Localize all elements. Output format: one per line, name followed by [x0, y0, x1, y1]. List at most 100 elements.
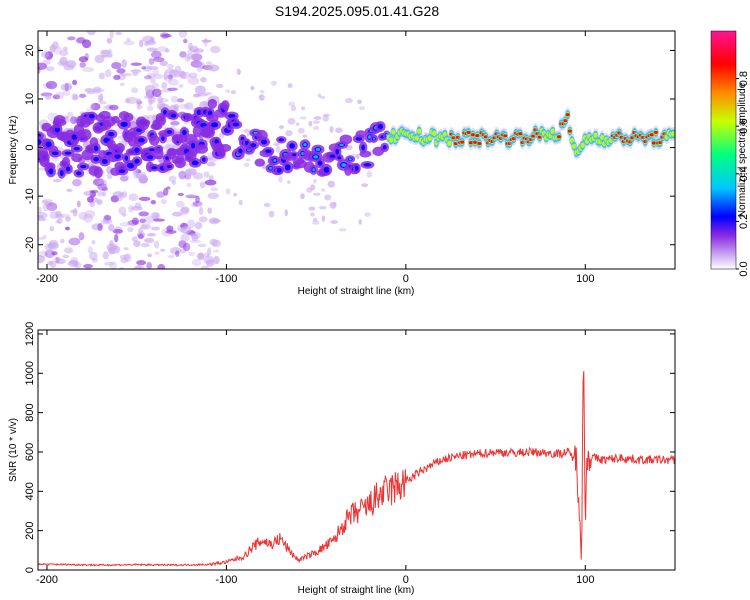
- spectrogram-cell: [159, 60, 168, 67]
- spectrogram-cell: [64, 82, 69, 92]
- spectrogram-cell: [238, 148, 243, 154]
- spectrogram-cell: [149, 37, 155, 43]
- spectrogram-cell: [161, 82, 168, 89]
- spectrogram-cell: [148, 148, 156, 152]
- spectrogram-cell: [120, 257, 128, 264]
- spectrogram-frame: [37, 30, 676, 270]
- spectrogram-cell: [167, 254, 175, 259]
- spectrogram-cell: [67, 260, 79, 267]
- spectrogram-cell: [178, 170, 187, 180]
- spectrogram-cell: [83, 191, 92, 196]
- spectrogram-cell: [160, 198, 168, 205]
- spectrogram-cell: [97, 94, 102, 103]
- spectrogram-cell: [649, 133, 654, 137]
- spectrogram-cell: [128, 204, 134, 213]
- spectrogram-cell: [300, 193, 305, 200]
- spectrogram-cell: [382, 145, 387, 150]
- spectrogram-cell: [102, 251, 109, 260]
- spectrogram-cell: [210, 187, 219, 192]
- spectrogram-cell: [361, 144, 366, 151]
- spectrogram-cell: [201, 39, 212, 43]
- spectrogram-cell: [191, 53, 203, 61]
- spectrogram-cell: [211, 239, 222, 248]
- spectrogram-cell: [150, 199, 156, 205]
- spectrogram-cell: [455, 135, 460, 139]
- spectrogram-cell: [250, 86, 255, 91]
- spectrogram-cell: [104, 214, 112, 221]
- spectrogram-cell: [285, 130, 293, 137]
- spectrogram-cell: [100, 219, 113, 225]
- spectrogram-cell: [565, 112, 570, 117]
- spectrogram-cell: [176, 98, 185, 103]
- colorbar-tick-label: 0.0: [738, 261, 750, 276]
- spectrogram-cell: [154, 251, 160, 255]
- spectrogram-cell: [302, 134, 308, 138]
- spectrogram-cell: [323, 166, 330, 173]
- spectrogram-cell: [134, 147, 140, 153]
- spectrogram-cell: [203, 255, 215, 264]
- spectrogram-cell: [341, 163, 347, 167]
- spectrogram-cell: [225, 89, 231, 94]
- spectrogram-cell: [164, 74, 173, 82]
- spectrogram-cell: [335, 127, 343, 134]
- spectrogram-cell: [52, 178, 62, 183]
- spectrogram-cell: [103, 261, 115, 266]
- spectrogram-cell: [358, 218, 362, 225]
- spectrogram-cell: [111, 62, 122, 70]
- spectrogram-cell: [120, 175, 129, 182]
- spectrogram-cell: [207, 98, 218, 109]
- snr-y-label: SNR (10 * v/v): [8, 418, 19, 482]
- spectrogram-cell: [162, 109, 168, 115]
- spectrogram-cell: [308, 206, 316, 211]
- spectrogram-cell: [141, 66, 147, 70]
- spectrogram-cell: [186, 182, 192, 188]
- spectrogram-cell: [184, 169, 194, 176]
- spectrogram-cell: [146, 47, 158, 52]
- spectrogram-cell: [136, 264, 142, 269]
- spectrogram-cell: [268, 210, 275, 218]
- colorbar-gradient: [710, 30, 737, 270]
- spectrogram-cell: [276, 167, 282, 173]
- spectrogram-cell: [91, 240, 96, 245]
- spectrogram-cell: [166, 63, 174, 70]
- spectrogram-cell: [319, 95, 326, 99]
- spectrogram-cell: [84, 52, 89, 61]
- spectrogram-cell: [288, 101, 295, 107]
- spectrogram-cell: [112, 191, 124, 197]
- spectrogram-cell: [221, 100, 230, 111]
- spectrogram-cell: [355, 130, 367, 138]
- spectrogram-cell: [290, 105, 297, 112]
- spectrogram-cell: [294, 159, 307, 169]
- spectrogram-cell: [45, 66, 55, 72]
- spectrogram-cell: [356, 153, 360, 160]
- spectrogram-cell: [366, 170, 373, 178]
- snr-ytick-label: 400: [24, 482, 36, 500]
- spectrogram-cell: [46, 202, 58, 212]
- spectrogram-cell: [73, 94, 79, 101]
- spectrogram-cell: [189, 72, 198, 79]
- spectrogram-cell: [140, 242, 150, 248]
- spectrogram-cell: [427, 135, 433, 141]
- spectrogram-cell: [204, 179, 217, 186]
- spectrogram-cell: [299, 116, 307, 120]
- spectrogram-cell: [312, 192, 321, 196]
- spectrogram-cell: [460, 140, 465, 144]
- spectrogram-cell: [96, 199, 103, 205]
- spectrogram-cell: [211, 122, 219, 128]
- spectrogram-cell: [212, 219, 221, 223]
- snr-ytick-label: 600: [24, 443, 36, 461]
- spectrogram-cell: [76, 200, 81, 208]
- spectrogram-cell: [312, 168, 315, 172]
- spectrogram-cell: [206, 247, 212, 257]
- spectrogram-cell: [127, 227, 134, 233]
- spectrogram-ytick-label: -10: [24, 188, 36, 204]
- spectrogram-cell: [125, 96, 138, 105]
- spectrogram-ytick-label: 10: [24, 93, 36, 105]
- spectrogram-cell: [320, 188, 326, 192]
- spectrogram-cell: [291, 153, 297, 157]
- spectrogram-cell: [313, 116, 322, 120]
- spectrogram-cell: [94, 54, 105, 64]
- spectrogram-cell: [93, 156, 100, 162]
- spectrogram-ytick-label: -20: [24, 237, 36, 253]
- spectrogram-x-label: Height of straight line (km): [298, 286, 415, 297]
